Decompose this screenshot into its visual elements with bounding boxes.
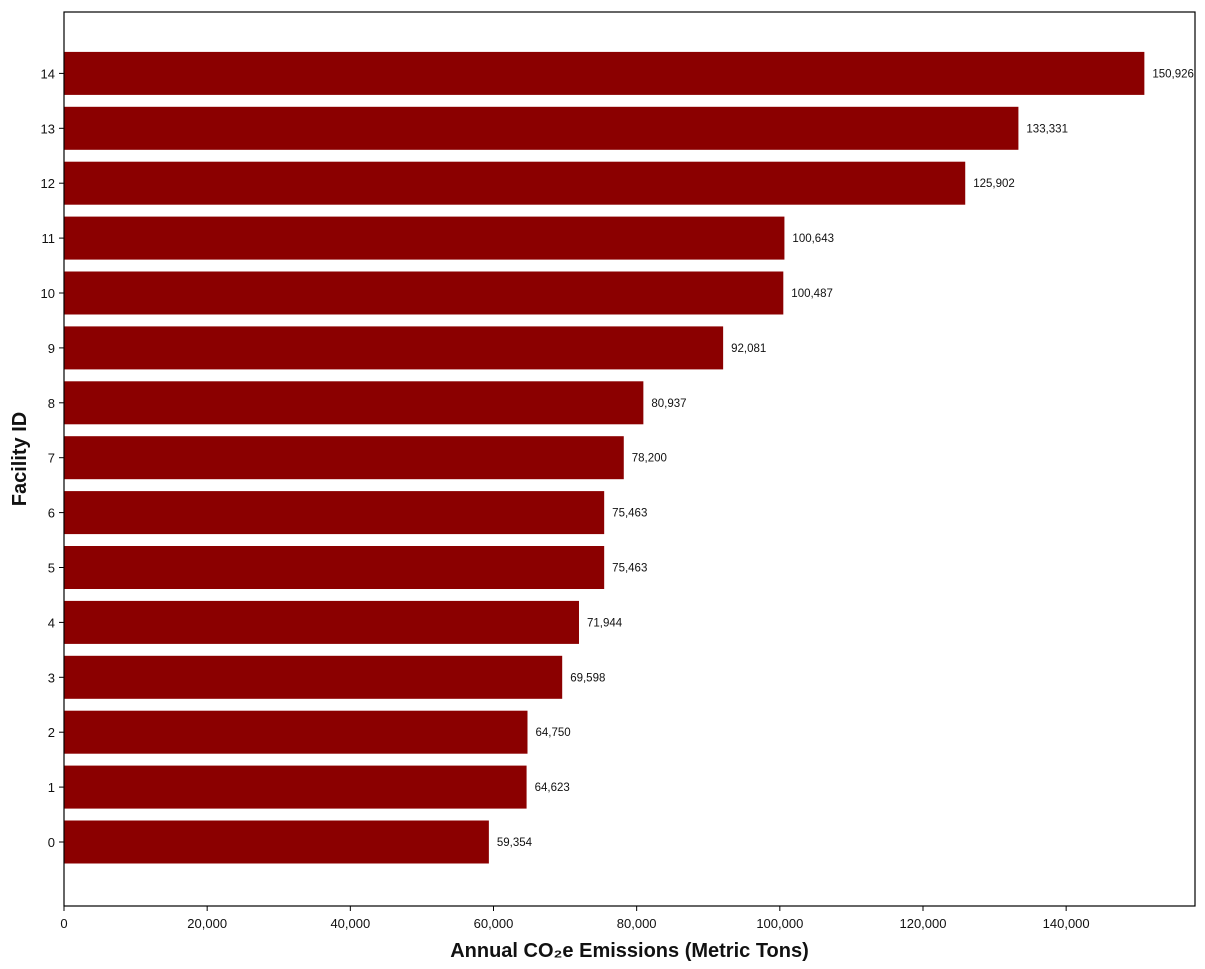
bar-facility-8: [64, 381, 644, 425]
bar-facility-9: [64, 326, 724, 370]
x-tick-label-120,000: 120,000: [899, 916, 946, 931]
bars-group: [64, 51, 1145, 864]
bar-facility-14: [64, 51, 1145, 95]
data-label-facility-6: 75,463: [612, 508, 647, 520]
bar-facility-12: [64, 161, 966, 205]
bar-facility-5: [64, 546, 605, 589]
y-tick-label-10: 10: [41, 286, 55, 301]
data-label-facility-11: 100,643: [792, 233, 834, 245]
bar-facility-7: [64, 436, 624, 480]
y-tick-label-1: 1: [48, 780, 55, 795]
x-tick-label-80,000: 80,000: [617, 916, 657, 931]
y-tick-label-0: 0: [48, 835, 55, 850]
y-tick-label-13: 13: [41, 121, 55, 136]
data-label-facility-9: 92,081: [731, 343, 766, 355]
data-label-facility-0: 59,354: [497, 837, 533, 849]
data-label-facility-14: 150,926: [1152, 68, 1194, 80]
bar-facility-6: [64, 491, 605, 535]
x-tick-label-40,000: 40,000: [330, 916, 370, 931]
data-label-facility-3: 69,598: [570, 672, 605, 684]
y-tick-label-5: 5: [48, 561, 55, 576]
y-tick-label-9: 9: [48, 341, 55, 356]
data-label-facility-8: 80,937: [651, 398, 686, 410]
data-label-facility-7: 78,200: [632, 453, 667, 465]
data-label-facility-1: 64,623: [535, 782, 570, 794]
plot-area-frame: [63, 11, 1196, 907]
data-label-facility-12: 125,902: [973, 178, 1015, 190]
data-label-facility-5: 75,463: [612, 563, 647, 575]
x-axis-title: Annual CO₂e Emissions (Metric Tons): [450, 940, 809, 962]
x-tick-label-0: 0: [60, 916, 67, 931]
y-tick-label-8: 8: [48, 396, 55, 411]
data-label-facility-2: 64,750: [535, 727, 570, 739]
data-label-facility-10: 100,487: [791, 288, 833, 300]
x-tick-label-140,000: 140,000: [1043, 916, 1090, 931]
y-tick-label-6: 6: [48, 506, 55, 521]
bar-facility-4: [64, 600, 579, 644]
y-tick-label-3: 3: [48, 670, 55, 685]
x-tick-label-60,000: 60,000: [474, 916, 514, 931]
bar-facility-11: [64, 216, 785, 260]
data-labels-group: 59,354 64,623 64,750 69,598 71,944 75,463 75,4…: [497, 68, 1194, 849]
x-axis-ticks: 0 20,000 40,000 60,000 80,000 100,000 120,000 1…: [60, 906, 1090, 931]
y-tick-label-14: 14: [41, 66, 55, 81]
x-tick-label-20,000: 20,000: [187, 916, 227, 931]
y-tick-label-4: 4: [48, 615, 55, 630]
y-tick-label-11: 11: [42, 231, 56, 246]
data-label-facility-4: 71,944: [587, 617, 623, 629]
bar-facility-0: [64, 820, 489, 864]
data-label-facility-13: 133,331: [1026, 123, 1068, 135]
y-tick-label-7: 7: [48, 451, 55, 466]
y-axis-title: Facility ID: [9, 412, 31, 506]
bar-facility-13: [64, 106, 1019, 150]
bar-facility-10: [64, 271, 784, 315]
bar-facility-3: [64, 655, 563, 699]
y-tick-label-2: 2: [48, 725, 55, 740]
bar-facility-1: [64, 765, 527, 809]
y-tick-label-12: 12: [41, 176, 55, 191]
bar-facility-2: [64, 710, 528, 754]
x-tick-label-100,000: 100,000: [756, 916, 803, 931]
